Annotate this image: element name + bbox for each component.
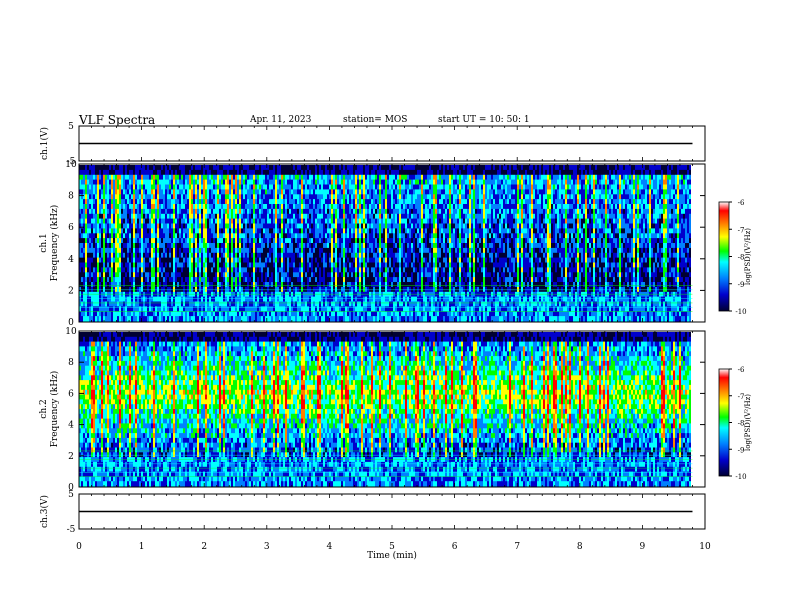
colorbar-1: [718, 201, 730, 312]
y-tick-label: 0: [68, 318, 74, 328]
start-time-label: start UT = 10: 50: 1: [438, 115, 530, 125]
y-axis-label-2: Frequency (kHz): [49, 371, 60, 448]
y-tick-label: -5: [67, 157, 76, 167]
colorbar-tick-label: -9: [738, 446, 745, 454]
x-tick-label: 5: [389, 542, 395, 552]
x-axis-label: Time (min): [367, 550, 417, 561]
colorbar-tick-label: -10: [735, 473, 746, 481]
x-tick-label: 8: [577, 542, 583, 552]
x-tick-label: 6: [452, 542, 458, 552]
colorbar-tick-label: -9: [738, 281, 745, 289]
y-tick-label: 10: [65, 327, 77, 337]
colorbar-tick-label: -10: [735, 308, 746, 316]
y-axis-label: ch.1(V): [39, 127, 50, 160]
y-axis-label: ch.2: [39, 399, 49, 418]
y-axis-label: ch.1: [39, 233, 49, 252]
y-tick-label: 8: [68, 192, 74, 202]
x-tick-label: 2: [201, 542, 207, 552]
colorbar-tick-label: -8: [738, 420, 745, 428]
colorbar-tick-label: -7: [738, 393, 745, 401]
y-tick-label: 6: [68, 223, 74, 233]
y-tick-label: 2: [68, 286, 74, 296]
chart-title: VLF Spectra: [79, 113, 155, 127]
y-tick-label: 6: [68, 389, 74, 399]
y-axis-label: ch.3(V): [39, 495, 50, 528]
station-label: station= MOS: [343, 115, 407, 125]
x-tick-label: 9: [640, 542, 646, 552]
y-axis-label-2: Frequency (kHz): [49, 205, 60, 282]
spectrogram-ch1: [79, 164, 705, 322]
x-tick-label: 1: [139, 542, 145, 552]
x-tick-label: 0: [76, 542, 82, 552]
y-tick-label: 2: [68, 452, 74, 462]
y-tick-label: 5: [68, 122, 74, 132]
y-tick-label: 8: [68, 358, 74, 368]
colorbar-label: log(PSD)(V²/Hz): [744, 228, 752, 285]
spectrogram-ch2: [79, 331, 705, 487]
y-tick-label: 4: [68, 255, 74, 265]
y-tick-label: -5: [67, 525, 76, 535]
colorbar-tick-label: -7: [738, 226, 745, 234]
colorbar-tick-label: -6: [738, 366, 745, 374]
colorbar-2: [718, 368, 730, 477]
y-tick-label: 4: [68, 421, 74, 431]
colorbar-tick-label: -8: [738, 254, 745, 262]
y-tick-label: 10: [65, 160, 77, 170]
x-tick-label: 3: [264, 542, 270, 552]
x-tick-label: 4: [327, 542, 333, 552]
y-tick-label: 5: [68, 490, 74, 500]
colorbar-label: log(PSD)(V²/Hz): [744, 394, 752, 451]
y-tick-label: 0: [68, 483, 74, 493]
colorbar-tick-label: -6: [738, 199, 745, 207]
date-label: Apr. 11, 2023: [250, 115, 311, 125]
x-tick-label: 10: [699, 542, 711, 552]
x-tick-label: 7: [514, 542, 520, 552]
